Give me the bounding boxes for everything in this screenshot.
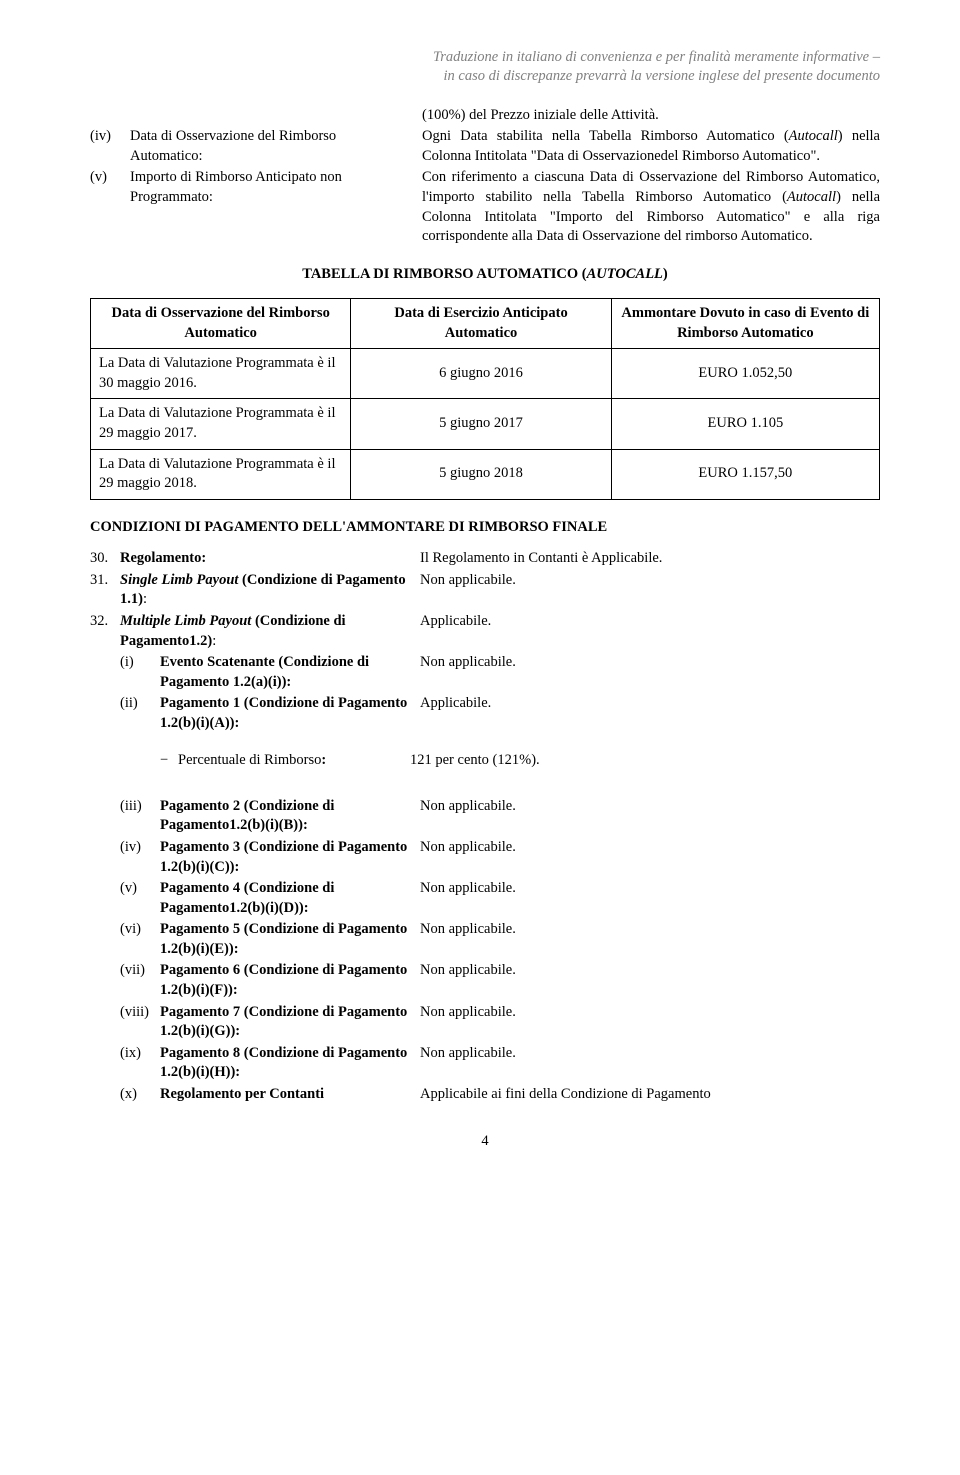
th-1: Data di Osservazione del Rimborso Automa… bbox=[91, 299, 351, 349]
def-v-val: Con riferimento a ciascuna Data di Osser… bbox=[422, 168, 880, 246]
val-pct: 121 per cento (121%). bbox=[410, 751, 880, 771]
n-32-x: (x) bbox=[120, 1085, 160, 1105]
row-32-iv: (iv) Pagamento 3 (Condizione di Pagament… bbox=[90, 838, 880, 877]
td-r3c2: 5 giugno 2018 bbox=[351, 449, 611, 499]
header-line2: in caso di discrepanze prevarrà la versi… bbox=[443, 68, 880, 84]
n-32-viii: (viii) bbox=[120, 1003, 160, 1042]
lbl-32-x: Regolamento per Contanti bbox=[160, 1085, 420, 1105]
row-32-x: (x) Regolamento per Contanti Applicabile… bbox=[90, 1085, 880, 1105]
val-32-vi: Non applicabile. bbox=[420, 920, 880, 959]
lbl-32-ii: Pagamento 1 (Condizione di Pagamento 1.2… bbox=[160, 694, 420, 733]
def-pre-val: (100%) del Prezzo iniziale delle Attivit… bbox=[422, 106, 880, 126]
def-iv-label: Data di Osservazione del Rimborso Automa… bbox=[130, 127, 422, 166]
val-32-ix: Non applicabile. bbox=[420, 1044, 880, 1083]
td-r2c1: La Data di Valutazione Programmata è il … bbox=[91, 399, 351, 449]
th-2: Data di Esercizio Anticipato Automatico bbox=[351, 299, 611, 349]
lbl-32-i: Evento Scatenante (Condizione di Pagamen… bbox=[160, 653, 420, 692]
val-32-viii: Non applicabile. bbox=[420, 1003, 880, 1042]
row-32-viii: (viii) Pagamento 7 (Condizione di Pagame… bbox=[90, 1003, 880, 1042]
def-iv-num: (iv) bbox=[90, 127, 130, 166]
val-32-i: Non applicabile. bbox=[420, 653, 880, 692]
lbl-32-iv: Pagamento 3 (Condizione di Pagamento 1.2… bbox=[160, 838, 420, 877]
row-32-v: (v) Pagamento 4 (Condizione di Pagamento… bbox=[90, 879, 880, 918]
td-r1c1: La Data di Valutazione Programmata è il … bbox=[91, 349, 351, 399]
n-32-v: (v) bbox=[120, 879, 160, 918]
def-iv-val: Ogni Data stabilita nella Tabella Rimbor… bbox=[422, 127, 880, 166]
val-32-vii: Non applicabile. bbox=[420, 961, 880, 1000]
def-pre-row: (100%) del Prezzo iniziale delle Attivit… bbox=[90, 106, 880, 126]
lbl-32-v: Pagamento 4 (Condizione di Pagamento1.2(… bbox=[160, 879, 420, 918]
n-32-iii: (iii) bbox=[120, 797, 160, 836]
def-iv-row: (iv) Data di Osservazione del Rimborso A… bbox=[90, 127, 880, 166]
row-32: 32. Multiple Limb Payout (Condizione di … bbox=[90, 612, 880, 651]
lbl-32-ix: Pagamento 8 (Condizione di Pagamento 1.2… bbox=[160, 1044, 420, 1083]
n-32-iv: (iv) bbox=[120, 838, 160, 877]
val-32-iii: Non applicabile. bbox=[420, 797, 880, 836]
val-32-x: Applicabile ai fini della Condizione di … bbox=[420, 1085, 880, 1105]
lbl-32-viii: Pagamento 7 (Condizione di Pagamento 1.2… bbox=[160, 1003, 420, 1042]
row-30: 30. Regolamento: Il Regolamento in Conta… bbox=[90, 549, 880, 569]
autocall-title: TABELLA DI RIMBORSO AUTOMATICO (AUTOCALL… bbox=[90, 265, 880, 285]
lbl-32: Multiple Limb Payout (Condizione di Paga… bbox=[120, 612, 420, 651]
n-32-ii: (ii) bbox=[120, 694, 160, 733]
val-32-iv: Non applicabile. bbox=[420, 838, 880, 877]
lbl-32-vi: Pagamento 5 (Condizione di Pagamento 1.2… bbox=[160, 920, 420, 959]
dash-icon: − bbox=[160, 751, 178, 771]
n-30: 30. bbox=[90, 549, 120, 569]
th-3: Ammontare Dovuto in caso di Evento di Ri… bbox=[611, 299, 879, 349]
row-31: 31. Single Limb Payout (Condizione di Pa… bbox=[90, 571, 880, 610]
n-32-vii: (vii) bbox=[120, 961, 160, 1000]
row-32-i: (i) Evento Scatenante (Condizione di Pag… bbox=[90, 653, 880, 692]
cond-heading: CONDIZIONI DI PAGAMENTO DELL'AMMONTARE D… bbox=[90, 518, 880, 538]
page-number: 4 bbox=[90, 1132, 880, 1152]
row-32-iii: (iii) Pagamento 2 (Condizione di Pagamen… bbox=[90, 797, 880, 836]
row-pct: − Percentuale di Rimborso: 121 per cento… bbox=[90, 751, 880, 771]
lbl-32-vii: Pagamento 6 (Condizione di Pagamento 1.2… bbox=[160, 961, 420, 1000]
n-32-vi: (vi) bbox=[120, 920, 160, 959]
table-row: La Data di Valutazione Programmata è il … bbox=[91, 449, 880, 499]
def-v-label: Importo di Rimborso Anticipato non Progr… bbox=[130, 168, 422, 246]
td-r1c2: 6 giugno 2016 bbox=[351, 349, 611, 399]
row-32-ii: (ii) Pagamento 1 (Condizione di Pagament… bbox=[90, 694, 880, 733]
def-v-num: (v) bbox=[90, 168, 130, 246]
val-32-ii: Applicabile. bbox=[420, 694, 880, 733]
n-31: 31. bbox=[90, 571, 120, 610]
val-31: Non applicabile. bbox=[420, 571, 880, 610]
td-r2c2: 5 giugno 2017 bbox=[351, 399, 611, 449]
td-r2c3: EURO 1.105 bbox=[611, 399, 879, 449]
lbl-32-iii: Pagamento 2 (Condizione di Pagamento1.2(… bbox=[160, 797, 420, 836]
td-r3c3: EURO 1.157,50 bbox=[611, 449, 879, 499]
table-row: La Data di Valutazione Programmata è il … bbox=[91, 349, 880, 399]
table-header-row: Data di Osservazione del Rimborso Automa… bbox=[91, 299, 880, 349]
table-row: La Data di Valutazione Programmata è il … bbox=[91, 399, 880, 449]
row-32-vi: (vi) Pagamento 5 (Condizione di Pagament… bbox=[90, 920, 880, 959]
lbl-31: Single Limb Payout (Condizione di Pagame… bbox=[120, 571, 420, 610]
autocall-table: Data di Osservazione del Rimborso Automa… bbox=[90, 298, 880, 500]
lbl-30: Regolamento: bbox=[120, 549, 420, 569]
header-note: Traduzione in italiano di convenienza e … bbox=[90, 48, 880, 86]
td-r1c3: EURO 1.052,50 bbox=[611, 349, 879, 399]
td-r3c1: La Data di Valutazione Programmata è il … bbox=[91, 449, 351, 499]
row-32-vii: (vii) Pagamento 6 (Condizione di Pagamen… bbox=[90, 961, 880, 1000]
lbl-pct: Percentuale di Rimborso: bbox=[178, 751, 410, 771]
header-line1: Traduzione in italiano di convenienza e … bbox=[433, 49, 880, 65]
def-v-row: (v) Importo di Rimborso Anticipato non P… bbox=[90, 168, 880, 246]
val-30: Il Regolamento in Contanti è Applicabile… bbox=[420, 549, 880, 569]
n-32-i: (i) bbox=[120, 653, 160, 692]
n-32: 32. bbox=[90, 612, 120, 651]
val-32: Applicabile. bbox=[420, 612, 880, 651]
val-32-v: Non applicabile. bbox=[420, 879, 880, 918]
n-32-ix: (ix) bbox=[120, 1044, 160, 1083]
row-32-ix: (ix) Pagamento 8 (Condizione di Pagament… bbox=[90, 1044, 880, 1083]
